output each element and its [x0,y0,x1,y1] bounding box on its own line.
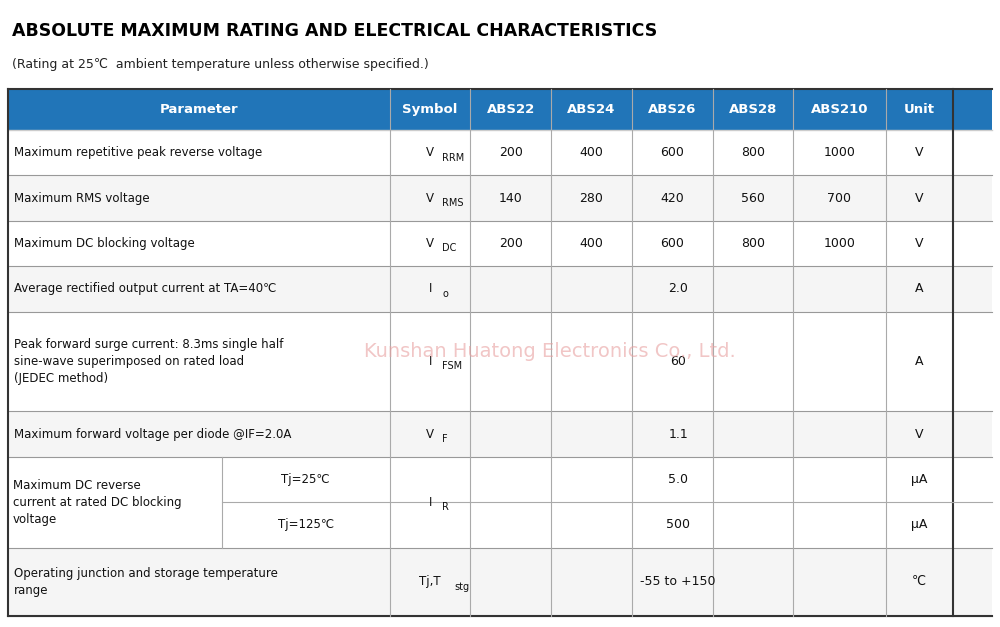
Text: 1000: 1000 [824,237,855,250]
Text: 400: 400 [580,237,603,250]
Text: 200: 200 [499,146,523,159]
Text: Average rectified output current at TA=40℃: Average rectified output current at TA=4… [14,282,276,295]
Text: F: F [442,434,448,444]
Text: 2.0: 2.0 [668,282,688,295]
Text: Operating junction and storage temperature
range: Operating junction and storage temperatu… [14,567,278,597]
Text: 1.1: 1.1 [668,428,688,441]
Text: ℃: ℃ [912,575,926,588]
Text: I: I [428,496,432,508]
FancyBboxPatch shape [8,312,992,411]
Text: V: V [915,146,923,159]
Text: RRM: RRM [442,152,464,162]
Text: Symbol: Symbol [402,103,458,116]
Text: 800: 800 [741,237,765,250]
Text: Maximum RMS voltage: Maximum RMS voltage [14,191,150,204]
FancyBboxPatch shape [8,547,992,616]
Text: 60: 60 [670,355,686,368]
Text: 700: 700 [827,191,851,204]
Text: Maximum repetitive peak reverse voltage: Maximum repetitive peak reverse voltage [14,146,262,159]
Text: V: V [426,237,434,250]
Text: 560: 560 [741,191,765,204]
Text: μA: μA [911,519,927,532]
FancyBboxPatch shape [8,130,992,176]
Text: Maximum DC reverse
current at rated DC blocking
voltage: Maximum DC reverse current at rated DC b… [13,478,182,525]
Text: ABS28: ABS28 [729,103,777,116]
Text: Tj=125℃: Tj=125℃ [278,519,334,532]
Text: 800: 800 [741,146,765,159]
Text: Peak forward surge current: 8.3ms single half
sine-wave superimposed on rated lo: Peak forward surge current: 8.3ms single… [14,338,283,385]
Text: stg: stg [454,582,469,592]
Text: (Rating at 25℃  ambient temperature unless otherwise specified.): (Rating at 25℃ ambient temperature unles… [12,58,429,71]
FancyBboxPatch shape [8,176,992,221]
FancyBboxPatch shape [8,221,992,266]
Text: 400: 400 [580,146,603,159]
Text: Maximum DC blocking voltage: Maximum DC blocking voltage [14,237,195,250]
Text: R: R [442,502,449,512]
Text: 500: 500 [666,519,690,532]
Text: FSM: FSM [442,362,462,371]
Text: 140: 140 [499,191,523,204]
Text: 280: 280 [580,191,603,204]
Text: I: I [428,282,432,295]
Text: ABS210: ABS210 [811,103,868,116]
Text: Tj,T: Tj,T [419,575,441,588]
Text: 200: 200 [499,237,523,250]
Text: -55 to +150: -55 to +150 [640,575,716,588]
Text: A: A [915,355,923,368]
Text: V: V [915,191,923,204]
Text: ABSOLUTE MAXIMUM RATING AND ELECTRICAL CHARACTERISTICS: ABSOLUTE MAXIMUM RATING AND ELECTRICAL C… [12,22,657,40]
Text: 1000: 1000 [824,146,855,159]
Text: Parameter: Parameter [160,103,238,116]
Text: V: V [426,146,434,159]
Text: o: o [442,289,448,299]
FancyBboxPatch shape [8,411,992,457]
Text: ABS24: ABS24 [567,103,616,116]
Text: Maximum forward voltage per diode @IF=2.0A: Maximum forward voltage per diode @IF=2.… [14,428,291,441]
Text: I: I [428,355,432,368]
Text: V: V [426,428,434,441]
Text: 600: 600 [660,237,684,250]
Text: DC: DC [442,243,457,253]
FancyBboxPatch shape [8,457,992,547]
Text: V: V [426,191,434,204]
Text: A: A [915,282,923,295]
Text: 5.0: 5.0 [668,473,688,486]
Text: ABS22: ABS22 [487,103,535,116]
Text: RMS: RMS [442,198,464,208]
Text: V: V [915,428,923,441]
Text: Kunshan Huatong Electronics Co., Ltd.: Kunshan Huatong Electronics Co., Ltd. [364,342,736,361]
Text: μA: μA [911,473,927,486]
Text: Unit: Unit [904,103,935,116]
Text: Tj=25℃: Tj=25℃ [281,473,330,486]
FancyBboxPatch shape [8,89,992,130]
Text: 600: 600 [660,146,684,159]
Text: ABS26: ABS26 [648,103,696,116]
Text: 420: 420 [660,191,684,204]
Text: V: V [915,237,923,250]
FancyBboxPatch shape [8,266,992,312]
